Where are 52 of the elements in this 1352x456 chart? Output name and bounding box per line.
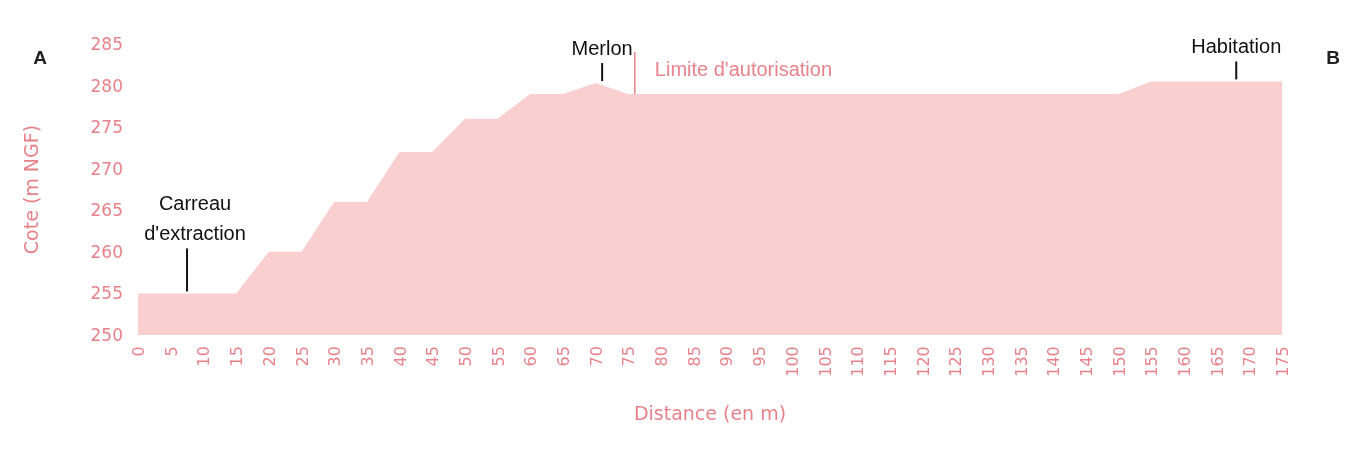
x-tick-label: 65 [554, 346, 574, 367]
x-tick-label: 145 [1076, 346, 1096, 377]
x-tick-label: 135 [1011, 346, 1031, 377]
y-tick-label: 285 [90, 33, 123, 54]
x-tick-label: 50 [455, 346, 475, 367]
y-tick-label: 275 [90, 117, 123, 138]
x-tick-label: 90 [717, 346, 737, 367]
x-tick-label: 150 [1109, 346, 1129, 377]
x-tick-label: 45 [423, 346, 443, 367]
x-tick-label: 100 [782, 346, 802, 377]
x-tick-label: 0 [129, 346, 149, 357]
x-tick-label: 30 [325, 346, 345, 367]
annotation: Merlon [571, 37, 633, 60]
x-tick-label: 155 [1142, 346, 1162, 377]
y-tick-label: 280 [90, 75, 123, 96]
x-tick-label: 80 [652, 346, 672, 367]
x-tick-label: 105 [815, 346, 835, 377]
y-tick-label: 265 [90, 200, 123, 221]
x-tick-label: 25 [292, 346, 312, 367]
x-tick-label: 5 [161, 346, 181, 357]
x-tick-label: 60 [521, 346, 541, 367]
x-tick-label: 15 [227, 346, 247, 367]
annotation: Carreau d'extraction [144, 192, 246, 245]
x-tick-label: 130 [978, 346, 998, 377]
x-tick-label: 115 [880, 346, 900, 377]
x-tick-label: 125 [946, 346, 966, 377]
text: B [1326, 47, 1340, 68]
y-tick-label: 260 [90, 241, 123, 262]
x-tick-label: 120 [913, 346, 933, 377]
ref-line-label: Limite d'autorisation [654, 58, 833, 80]
x-tick-label: 85 [684, 346, 704, 367]
x-tick-label: 160 [1175, 346, 1195, 377]
x-tick-label: 40 [390, 346, 410, 367]
x-tick-label: 10 [194, 346, 214, 367]
x-tick-label: 35 [357, 346, 377, 367]
x-tick-label: 165 [1207, 346, 1227, 377]
x-tick-label: 70 [586, 346, 606, 367]
x-tick-label: 55 [488, 346, 508, 367]
x-tick-label: 140 [1044, 346, 1064, 377]
x-tick-label: 20 [259, 346, 279, 367]
x-tick-label: 110 [848, 346, 868, 377]
x-tick-label: 75 [619, 346, 639, 367]
x-tick-label: 175 [1273, 346, 1293, 377]
y-tick-label: 255 [90, 283, 123, 304]
y-axis-title: Cote (m NGF) [20, 124, 42, 255]
text: A [33, 47, 48, 68]
y-tick-label: 250 [90, 324, 123, 345]
x-tick-label: 170 [1240, 346, 1260, 377]
y-tick-label: 270 [90, 158, 123, 179]
annotation: Habitation [1191, 35, 1282, 58]
x-axis-title: Distance (en m) [633, 402, 787, 424]
x-tick-label: 95 [750, 346, 770, 367]
